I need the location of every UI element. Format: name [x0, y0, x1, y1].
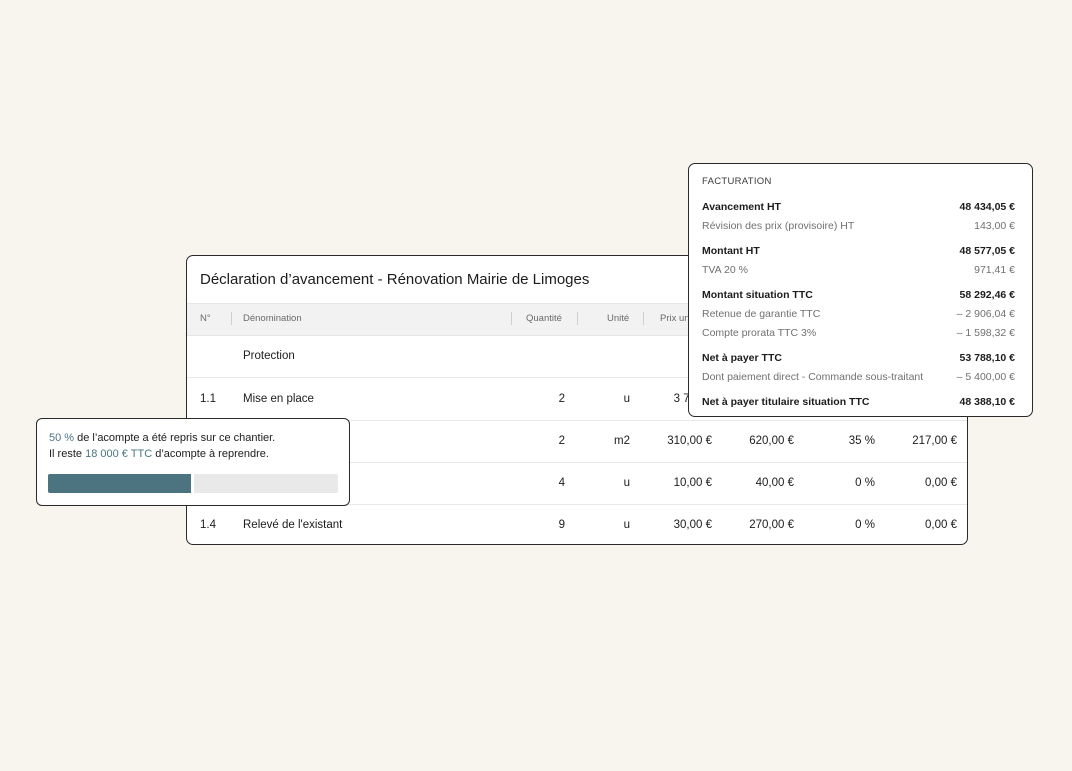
section-label: Protection — [243, 350, 295, 362]
table-row[interactable]: 4 u 10,00 € 40,00 € 0 % 0,00 € — [187, 462, 967, 505]
row-qty: 2 — [558, 435, 565, 447]
billing-label: Compte prorata TTC 3% — [702, 327, 817, 339]
declaration-title: Déclaration d’avancement - Rénovation Ma… — [200, 271, 590, 288]
col-header-num: N° — [200, 313, 211, 324]
col-separator — [577, 312, 578, 325]
billing-title: FACTURATION — [702, 176, 772, 187]
row-unit-price: 10,00 € — [673, 477, 712, 489]
col-separator — [643, 312, 644, 325]
billing-value: 48 434,05 € — [959, 201, 1015, 213]
deposit-line-2-prefix: Il reste — [49, 448, 86, 460]
col-separator — [511, 312, 512, 325]
col-header-qty: Quantité — [526, 313, 562, 324]
deposit-line-1-text: de l’acompte a été repris sur ce chantie… — [74, 432, 276, 444]
billing-label: Montant HT — [702, 245, 760, 257]
row-amount: 0,00 € — [925, 477, 957, 489]
billing-label: Révision des prix (provisoire) HT — [702, 220, 855, 232]
col-header-unit-price: Prix un — [660, 313, 690, 324]
deposit-percent: 50 % — [49, 432, 75, 444]
row-amount: 217,00 € — [912, 435, 957, 447]
billing-value: 48 577,05 € — [959, 245, 1015, 257]
billing-value: 48 388,10 € — [959, 396, 1015, 408]
billing-label: Montant situation TTC — [702, 289, 813, 301]
billing-value: 53 788,10 € — [959, 352, 1015, 364]
row-qty: 9 — [558, 519, 565, 531]
billing-value: – 5 400,00 € — [956, 371, 1015, 383]
deposit-progress-bar — [48, 474, 338, 493]
deposit-progress-gap — [191, 474, 194, 493]
col-separator — [231, 312, 232, 325]
row-unit: m2 — [614, 435, 630, 447]
billing-value: 58 292,46 € — [959, 289, 1015, 301]
row-unit: u — [623, 393, 630, 405]
row-name: Mise en place — [243, 393, 314, 405]
billing-label: Avancement HT — [702, 201, 781, 213]
row-total: 40,00 € — [755, 477, 794, 489]
billing-value: – 1 598,32 € — [956, 327, 1015, 339]
col-header-name: Dénomination — [243, 313, 302, 324]
row-qty: 4 — [558, 477, 565, 489]
row-percent: 35 % — [848, 435, 875, 447]
row-total: 620,00 € — [749, 435, 794, 447]
table-row-section: Protection — [187, 335, 967, 378]
billing-value: 971,41 € — [974, 264, 1015, 276]
billing-label: Dont paiement direct - Commande sous-tra… — [702, 371, 924, 383]
billing-value: 143,00 € — [974, 220, 1015, 232]
row-num: 1.4 — [200, 519, 216, 531]
row-unit-price: 310,00 € — [667, 435, 712, 447]
col-header-unit: Unité — [607, 313, 630, 324]
table-row[interactable]: 1.4 Relevé de l'existant 9 u 30,00 € 270… — [187, 504, 967, 544]
deposit-line-1: 50 % de l’acompte a été repris sur ce ch… — [49, 432, 275, 444]
row-name: Relevé de l'existant — [243, 519, 343, 531]
row-percent: 0 % — [855, 519, 875, 531]
deposit-line-2: Il reste 18 000 € TTC d’acompte à repren… — [49, 448, 269, 460]
row-unit-price: 30,00 € — [673, 519, 712, 531]
row-num: 1.1 — [200, 393, 216, 405]
billing-value: – 2 906,04 € — [956, 308, 1015, 320]
billing-label: TVA 20 % — [702, 264, 748, 276]
billing-card: FACTURATION Avancement HT 48 434,05 € Ré… — [688, 163, 1033, 417]
deposit-card: 50 % de l’acompte a été repris sur ce ch… — [36, 418, 350, 506]
deposit-line-2-suffix: d’acompte à reprendre. — [152, 448, 269, 460]
row-amount: 0,00 € — [925, 519, 957, 531]
row-qty: 2 — [558, 393, 565, 405]
row-unit: u — [623, 519, 630, 531]
billing-label: Retenue de garantie TTC — [702, 308, 821, 320]
table-row[interactable]: 2 m2 310,00 € 620,00 € 35 % 217,00 € — [187, 420, 967, 463]
row-unit: u — [623, 477, 630, 489]
row-percent: 0 % — [855, 477, 875, 489]
billing-label: Net à payer TTC — [702, 352, 782, 364]
billing-label: Net à payer titulaire situation TTC — [702, 396, 870, 408]
deposit-remaining: 18 000 € TTC — [85, 448, 153, 460]
row-total: 270,00 € — [749, 519, 794, 531]
deposit-progress-fill — [48, 474, 191, 493]
